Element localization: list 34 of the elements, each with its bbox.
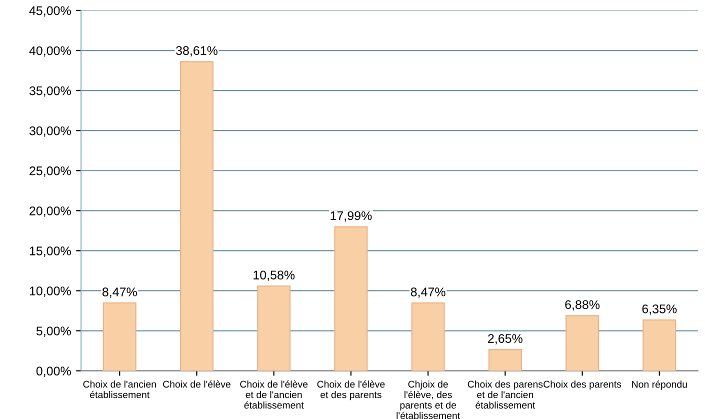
y-tick-label: 35,00% — [29, 86, 71, 97]
y-tick-label: 15,00% — [30, 246, 71, 257]
x-tick-label: Non répondu — [632, 380, 687, 390]
bar — [411, 302, 445, 371]
bar — [334, 226, 368, 371]
data-label: 8,47% — [410, 288, 446, 298]
y-tick-label: 0,00% — [36, 366, 71, 377]
data-label: 8,47% — [102, 288, 137, 298]
x-tick-label: Choix de l'ancien établissement — [83, 380, 156, 398]
y-tick-label: 5,00% — [36, 326, 71, 337]
x-tick-label: Choix de l'élève et de l'ancien établissement — [240, 380, 308, 409]
data-label: 10,58% — [254, 270, 295, 281]
y-tick-label: 25,00% — [30, 166, 71, 177]
bar — [102, 302, 136, 371]
data-label: 2,65% — [488, 334, 522, 344]
bar — [642, 319, 676, 371]
data-label: 6,35% — [642, 304, 677, 315]
y-tick-label: 30,00% — [29, 126, 71, 137]
bar — [566, 315, 600, 371]
y-tick-label: 20,00% — [30, 206, 71, 217]
bar — [257, 286, 291, 371]
data-label: 6,88% — [565, 300, 600, 311]
y-tick-label: 10,00% — [30, 286, 71, 297]
bar — [488, 349, 522, 371]
x-tick-label: Choix des parens et de l'ancien établissement — [468, 380, 543, 409]
x-tick-label: Choix de l'élève et des parents — [317, 380, 385, 400]
x-tick-label: Chjoix de l'élève, des parents et de l'établissement — [396, 380, 460, 419]
data-label: 17,99% — [330, 211, 372, 222]
data-label: 38,61% — [176, 46, 218, 56]
x-tick-label: Choix des parents — [544, 380, 622, 390]
bar — [180, 61, 214, 371]
y-tick-label: 45,00% — [29, 6, 71, 17]
y-tick-label: 40,00% — [29, 46, 71, 57]
x-tick-label: Choix de l'élève — [163, 380, 230, 388]
